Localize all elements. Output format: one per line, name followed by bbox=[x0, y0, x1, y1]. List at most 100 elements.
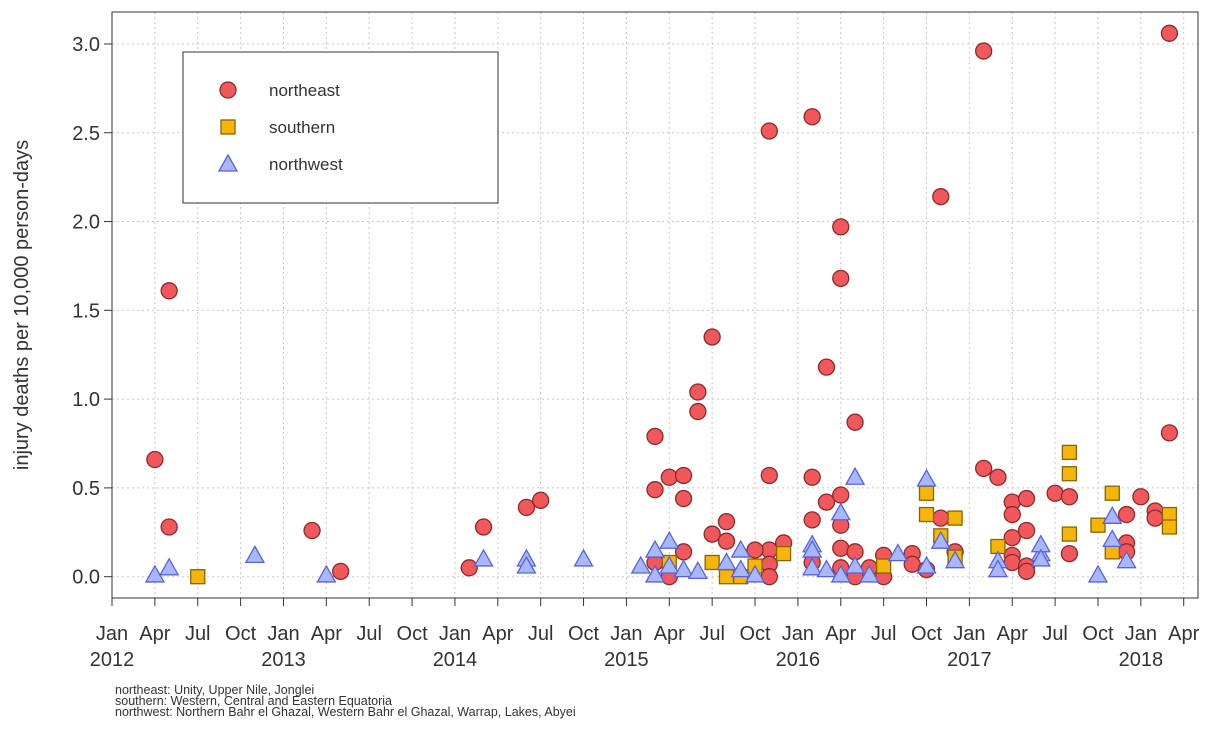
x-tick-label: Oct bbox=[225, 623, 257, 645]
point bbox=[1061, 444, 1078, 461]
point bbox=[1102, 529, 1123, 548]
legend-marker bbox=[217, 153, 239, 172]
x-year-label: 2016 bbox=[776, 649, 821, 671]
point bbox=[717, 512, 736, 531]
point bbox=[832, 218, 850, 236]
point bbox=[760, 466, 778, 485]
x-tick-label: Apr bbox=[482, 623, 513, 645]
point bbox=[646, 427, 664, 446]
x-tick-label: Oct bbox=[1082, 623, 1114, 645]
point bbox=[160, 518, 178, 536]
point bbox=[1017, 562, 1036, 581]
point bbox=[716, 552, 737, 571]
y-tick-label: 3.0 bbox=[72, 34, 100, 56]
x-year-label: 2017 bbox=[947, 649, 992, 671]
point bbox=[1160, 424, 1179, 442]
legend-marker bbox=[220, 119, 236, 135]
point bbox=[703, 525, 721, 543]
point bbox=[659, 530, 680, 549]
y-tick-label: 1.0 bbox=[72, 389, 100, 411]
point bbox=[989, 468, 1007, 486]
x-tick-label: Apr bbox=[654, 623, 685, 645]
x-tick-label: Apr bbox=[311, 623, 342, 645]
point bbox=[817, 493, 836, 511]
point bbox=[802, 557, 823, 576]
x-tick-label: Apr bbox=[997, 623, 1028, 645]
point bbox=[646, 481, 664, 499]
point bbox=[460, 559, 478, 577]
point bbox=[1090, 517, 1106, 533]
point bbox=[832, 539, 850, 557]
point bbox=[918, 485, 935, 501]
point bbox=[1160, 24, 1179, 42]
x-year-label: 2012 bbox=[90, 649, 135, 671]
point bbox=[916, 555, 937, 574]
point bbox=[1117, 505, 1136, 524]
point bbox=[816, 559, 837, 578]
point bbox=[803, 468, 821, 486]
x-tick-label: Jan bbox=[610, 623, 642, 645]
x-tick-label: Jan bbox=[782, 623, 814, 645]
point bbox=[687, 561, 708, 580]
point bbox=[674, 489, 693, 508]
point bbox=[730, 539, 751, 558]
x-tick-label: Oct bbox=[911, 623, 943, 645]
point bbox=[146, 450, 164, 469]
point bbox=[947, 510, 963, 526]
point bbox=[517, 498, 536, 517]
point bbox=[987, 559, 1009, 578]
legend-label: northwest bbox=[269, 155, 343, 174]
point bbox=[975, 42, 993, 60]
point bbox=[975, 459, 993, 478]
point bbox=[1017, 489, 1036, 508]
point bbox=[144, 564, 165, 583]
point bbox=[1104, 485, 1120, 501]
y-tick-label: 2.5 bbox=[72, 123, 100, 145]
point bbox=[717, 532, 736, 550]
point bbox=[846, 413, 864, 431]
y-tick-label: 0.0 bbox=[72, 567, 100, 589]
point bbox=[689, 383, 707, 401]
point bbox=[159, 557, 180, 576]
point bbox=[1003, 505, 1021, 524]
point bbox=[474, 518, 493, 536]
point bbox=[1060, 544, 1079, 563]
x-tick-label: Apr bbox=[825, 623, 856, 645]
x-tick-label: Oct bbox=[739, 623, 771, 645]
point bbox=[473, 548, 494, 567]
point bbox=[673, 559, 694, 578]
point bbox=[830, 564, 851, 583]
x-tick-label: Jan bbox=[267, 623, 299, 645]
point bbox=[316, 564, 337, 583]
x-tick-label: Jan bbox=[953, 623, 985, 645]
footnote: northeast: Unity, Upper Nile, Jonglei bbox=[115, 683, 314, 697]
x-tick-label: Jul bbox=[699, 623, 725, 645]
y-tick-label: 1.5 bbox=[72, 300, 100, 322]
point bbox=[674, 466, 693, 485]
point bbox=[832, 486, 850, 504]
point bbox=[1061, 526, 1078, 542]
point bbox=[660, 468, 678, 486]
point bbox=[573, 548, 594, 567]
point bbox=[932, 188, 950, 206]
x-tick-label: Oct bbox=[397, 623, 429, 645]
point bbox=[1132, 488, 1150, 506]
x-year-label: 2018 bbox=[1119, 649, 1164, 671]
point bbox=[1046, 484, 1064, 502]
point bbox=[1102, 505, 1123, 524]
point bbox=[331, 562, 350, 581]
point bbox=[832, 269, 850, 288]
point bbox=[830, 502, 851, 521]
x-tick-label: Oct bbox=[568, 623, 600, 645]
point bbox=[689, 402, 707, 421]
point bbox=[1061, 466, 1078, 482]
x-tick-label: Jan bbox=[439, 623, 471, 645]
point bbox=[844, 466, 866, 485]
point bbox=[944, 550, 966, 569]
point bbox=[703, 328, 721, 346]
point bbox=[817, 358, 836, 376]
plot-frame bbox=[111, 11, 1199, 599]
point bbox=[875, 558, 892, 574]
point bbox=[1161, 519, 1178, 535]
